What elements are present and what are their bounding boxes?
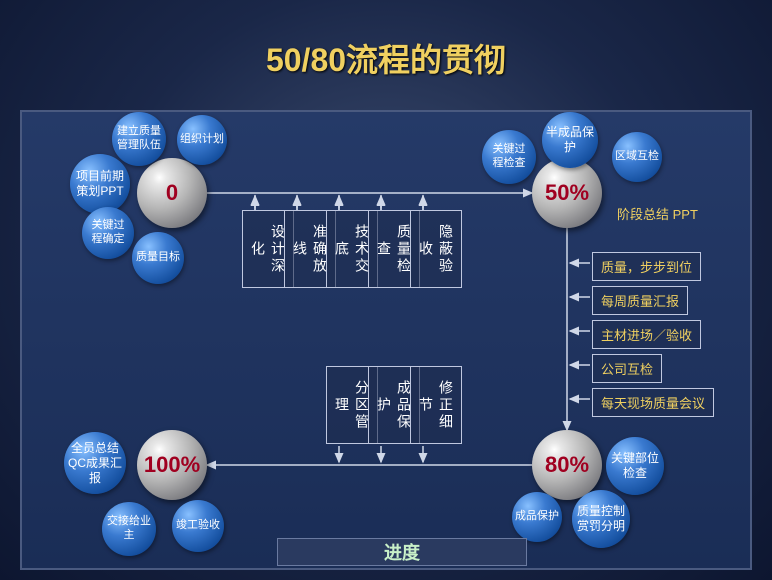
diagram-panel: 050%80%100%建立质量管理队伍组织计划项目前期策划PPT关键过程确定质量… — [20, 110, 752, 570]
bubble-4: 质量目标 — [132, 232, 184, 284]
sphere-s80: 80% — [532, 430, 602, 500]
right-box-1: 每周质量汇报 — [592, 286, 688, 315]
bubble-6: 关键过程检查 — [482, 130, 536, 184]
page-title: 50/80流程的贯彻 — [0, 35, 772, 81]
bubble-10: 质量控制赏罚分明 — [572, 490, 630, 548]
bubble-12: 交接给业主 — [102, 502, 156, 556]
right-box-0: 质量，步步到位 — [592, 252, 701, 281]
sphere-s0: 0 — [137, 158, 207, 228]
stage-label: 阶段总结 PPT — [617, 204, 698, 223]
bubble-11: 全员总结QC成果汇报 — [64, 432, 126, 494]
top-vbox-4: 隐蔽验收 — [410, 210, 462, 288]
bubble-9: 成品保护 — [512, 492, 562, 542]
sphere-s100: 100% — [137, 430, 207, 500]
bubble-3: 关键过程确定 — [82, 207, 134, 259]
bottom-vbox-2: 修正细节 — [410, 366, 462, 444]
right-box-3: 公司互检 — [592, 354, 662, 383]
right-box-2: 主材进场／验收 — [592, 320, 701, 349]
sphere-s50: 50% — [532, 158, 602, 228]
bubble-8: 关键部位检查 — [606, 437, 664, 495]
bubble-1: 组织计划 — [177, 115, 227, 165]
right-box-4: 每天现场质量会议 — [592, 388, 714, 417]
bubble-5: 半成品保护 — [542, 112, 598, 168]
footer-bar: 进度 — [277, 538, 527, 566]
bubble-0: 建立质量管理队伍 — [112, 112, 166, 166]
bubble-2: 项目前期策划PPT — [70, 154, 130, 214]
bubble-7: 区域互检 — [612, 132, 662, 182]
bubble-13: 竣工验收 — [172, 500, 224, 552]
